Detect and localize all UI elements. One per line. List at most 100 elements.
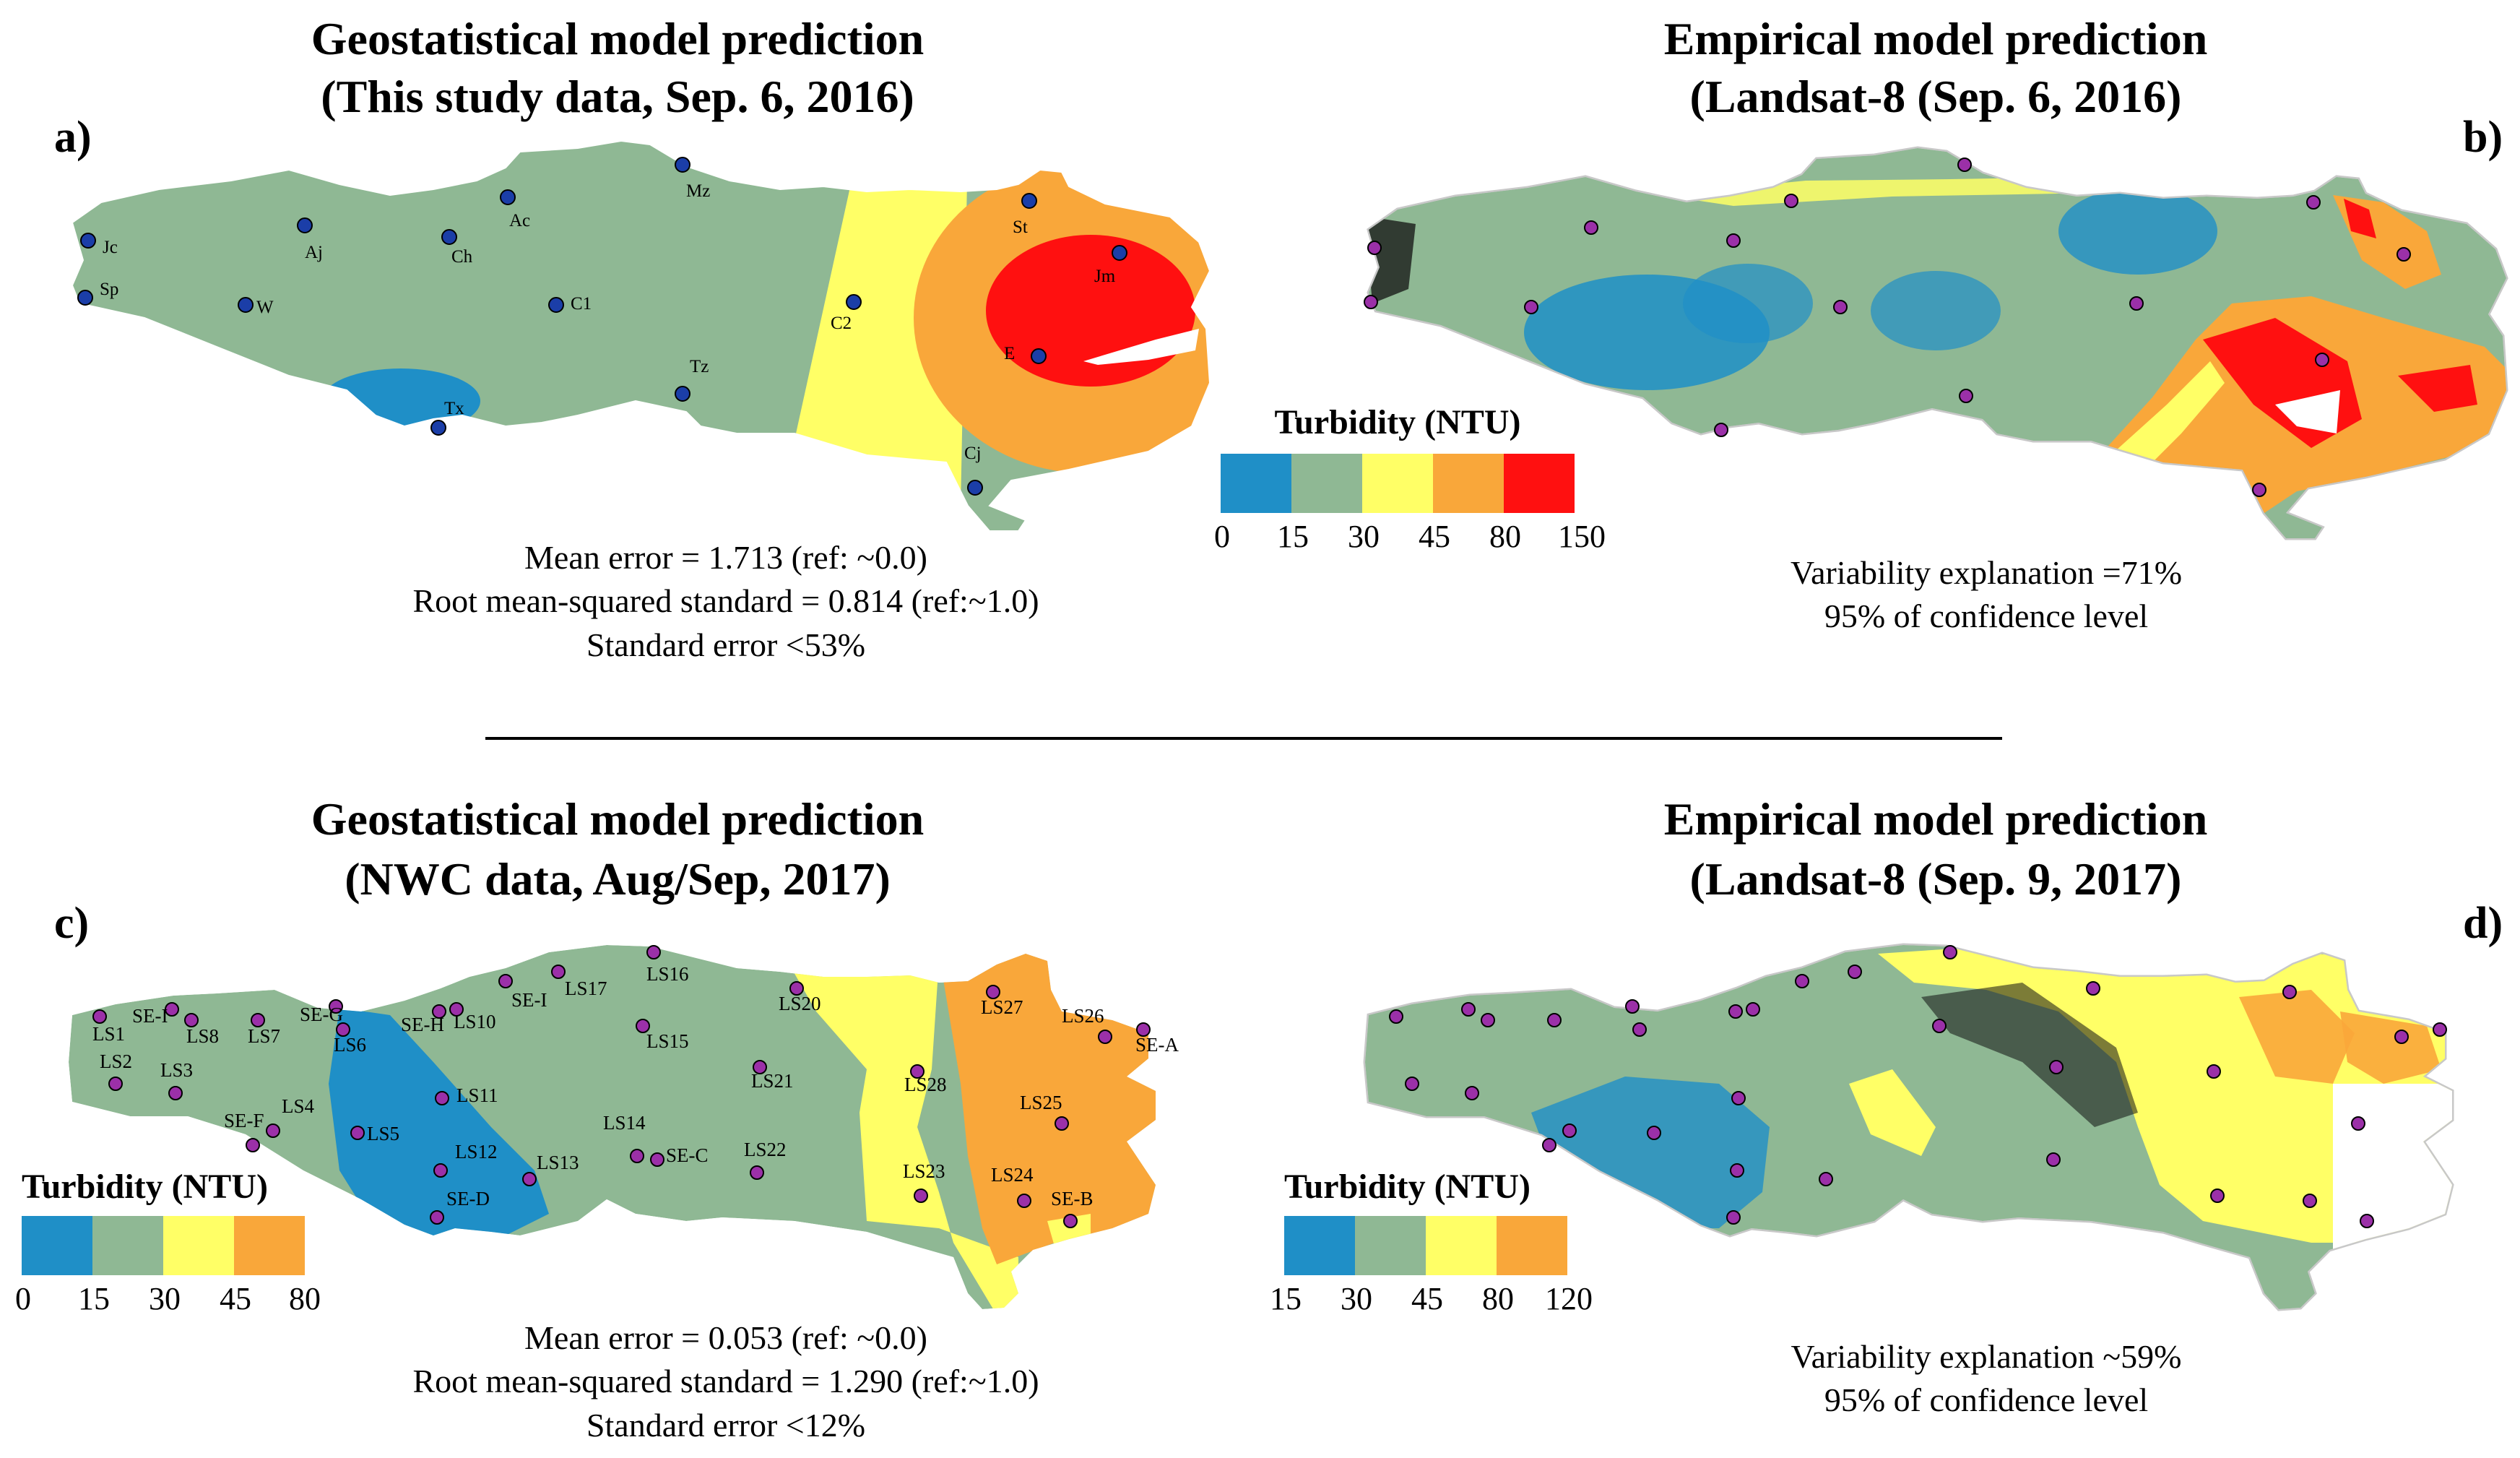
- svg-text:SE-G: SE-G: [300, 1004, 343, 1025]
- site-marker: LS4: [266, 1095, 315, 1138]
- svg-text:LS2: LS2: [100, 1051, 132, 1072]
- panel-a: Geostatistical model prediction (This st…: [54, 13, 1211, 663]
- site-marker: W: [238, 297, 274, 317]
- site-marker: SE-I: [498, 974, 547, 1011]
- site-marker: [1943, 945, 1957, 959]
- site-marker: [1389, 1009, 1403, 1024]
- panel-d-label: d): [2463, 899, 2503, 948]
- panel-c-title-line1: Geostatistical model prediction: [311, 793, 925, 845]
- svg-text:St: St: [1013, 217, 1028, 237]
- legend-c-title: Turbidity (NTU): [22, 1168, 268, 1206]
- site-marker: SE-A: [1135, 1022, 1179, 1056]
- panel-b-edge-yellow: [1661, 177, 2080, 206]
- svg-text:LS3: LS3: [160, 1059, 193, 1081]
- svg-text:LS5: LS5: [367, 1123, 399, 1144]
- legend-c: Turbidity (NTU) 0 15 30 45 80: [15, 1168, 321, 1316]
- site-marker: [1524, 300, 1538, 314]
- panel-d-stat-confidence: 95% of confidence level: [1824, 1381, 2148, 1418]
- svg-text:LS17: LS17: [565, 978, 607, 999]
- svg-text:LS8: LS8: [186, 1025, 219, 1047]
- panel-c-stat-std-error: Standard error <12%: [586, 1407, 865, 1444]
- site-marker: [1957, 158, 1972, 172]
- svg-text:SE-I: SE-I: [511, 989, 547, 1011]
- site-marker: Tz: [675, 357, 709, 402]
- site-marker: [2433, 1022, 2447, 1037]
- site-marker: [1714, 423, 1728, 437]
- site-marker: [1547, 1013, 1562, 1027]
- site-marker: [2210, 1189, 2225, 1203]
- svg-text:LS4: LS4: [282, 1095, 315, 1117]
- site-marker: [1632, 1022, 1647, 1037]
- site-marker: LS12: [433, 1141, 498, 1178]
- legend-d-tick: 45: [1411, 1281, 1443, 1316]
- panel-c-zone-30-45: [787, 961, 1018, 1309]
- site-marker: [1726, 1210, 1741, 1225]
- svg-text:SE-C: SE-C: [666, 1144, 709, 1166]
- site-marker: LS11: [435, 1084, 498, 1106]
- site-marker: [2086, 981, 2100, 996]
- site-marker: LS22: [744, 1139, 787, 1180]
- legend-top: Turbidity (NTU) 0 15 30 45 80 150: [1214, 403, 1606, 554]
- panel-b-title-line2: (Landsat-8 (Sep. 6, 2016): [1690, 71, 2182, 122]
- svg-text:C1: C1: [571, 294, 592, 314]
- panel-d-turbid-orange: [2239, 990, 2355, 1084]
- svg-text:LS21: LS21: [751, 1070, 794, 1092]
- svg-text:Mz: Mz: [686, 181, 710, 201]
- site-marker: SE-I: [132, 1002, 179, 1027]
- site-marker: Aj: [297, 217, 323, 262]
- legend-top-tick: 30: [1348, 519, 1380, 554]
- panel-c: Geostatistical model prediction (NWC dat…: [15, 793, 1179, 1444]
- svg-text:LS24: LS24: [991, 1164, 1034, 1186]
- panel-b-island: [2275, 390, 2340, 433]
- site-marker: [1625, 999, 1640, 1014]
- panel-a-island: [1083, 329, 1199, 365]
- svg-text:LS22: LS22: [744, 1139, 787, 1160]
- legend-c-tick: 80: [289, 1281, 321, 1316]
- panel-a-label: a): [54, 113, 92, 162]
- legend-top-tick: 45: [1419, 519, 1450, 554]
- legend-c-swatch: [234, 1216, 305, 1275]
- site-marker: Sp: [77, 280, 118, 306]
- svg-text:LS11: LS11: [456, 1084, 498, 1106]
- legend-top-title: Turbidity (NTU): [1275, 403, 1521, 441]
- panel-b-stats: Variability explanation =71% 95% of conf…: [1791, 554, 2182, 634]
- site-marker: LS17: [551, 965, 607, 999]
- legend-top-swatch: [1362, 454, 1433, 513]
- site-marker: LS27: [981, 985, 1023, 1018]
- panel-d-turbid-yellow: [1849, 1069, 1936, 1156]
- svg-text:E: E: [1004, 344, 1015, 363]
- legend-c-tick: 15: [78, 1281, 110, 1316]
- site-marker: LS2: [100, 1051, 132, 1091]
- panel-b-stat-confidence: 95% of confidence level: [1824, 598, 2148, 634]
- legend-d-swatch: [1497, 1216, 1567, 1275]
- site-marker: LS16: [646, 945, 689, 985]
- svg-text:SE-D: SE-D: [446, 1188, 490, 1209]
- legend-d: Turbidity (NTU) 15 30 45 80 120: [1270, 1168, 1593, 1316]
- site-marker: Mz: [675, 157, 710, 201]
- site-marker: LS20: [779, 981, 821, 1014]
- legend-c-tick: 45: [220, 1281, 251, 1316]
- site-marker: LS3: [160, 1059, 193, 1100]
- site-marker: LS25: [1020, 1092, 1069, 1131]
- svg-text:LS10: LS10: [454, 1011, 496, 1032]
- site-marker: LS14: [603, 1112, 646, 1163]
- site-marker: [2306, 195, 2321, 210]
- site-marker: [1746, 1002, 1760, 1017]
- legend-d-swatch: [1426, 1216, 1497, 1275]
- svg-text:Ac: Ac: [509, 211, 530, 230]
- svg-text:LS27: LS27: [981, 996, 1023, 1018]
- panel-a-stats: Mean error = 1.713 (ref: ~0.0) Root mean…: [412, 539, 1039, 663]
- svg-text:LS28: LS28: [904, 1074, 947, 1095]
- legend-c-tick: 30: [149, 1281, 181, 1316]
- panel-b-dark-edge: [1369, 217, 1416, 303]
- legend-top-swatch: [1433, 454, 1504, 513]
- legend-d-swatch: [1355, 1216, 1426, 1275]
- legend-c-swatch: [22, 1216, 92, 1275]
- site-marker: [1405, 1077, 1419, 1091]
- panel-b-map: [1369, 148, 2506, 538]
- site-marker: LS10: [449, 1002, 496, 1032]
- svg-text:SE-A: SE-A: [1135, 1034, 1179, 1056]
- svg-text:LS20: LS20: [779, 993, 821, 1014]
- legend-c-tick: 0: [15, 1281, 31, 1316]
